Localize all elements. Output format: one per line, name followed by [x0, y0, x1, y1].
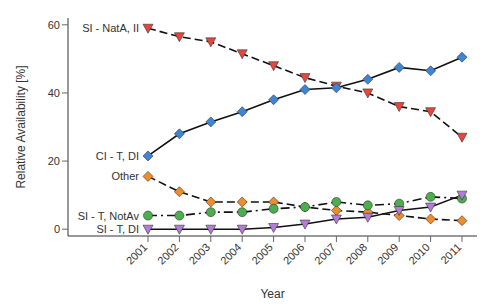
svg-text:20: 20 [48, 155, 60, 167]
svg-text:2005: 2005 [249, 241, 275, 267]
svg-text:0: 0 [54, 223, 60, 235]
svg-text:Relative Availability [%]: Relative Availability [%] [14, 65, 28, 188]
svg-text:2002: 2002 [155, 241, 181, 267]
svg-text:SI - NatA, II: SI - NatA, II [82, 22, 139, 34]
svg-text:40: 40 [48, 87, 60, 99]
svg-text:2008: 2008 [343, 241, 369, 267]
svg-text:2006: 2006 [281, 241, 307, 267]
svg-text:Year: Year [260, 287, 284, 298]
svg-text:CI - T, DI: CI - T, DI [96, 150, 139, 162]
svg-text:2007: 2007 [312, 241, 338, 267]
svg-text:SI - T, DI: SI - T, DI [96, 223, 139, 235]
svg-text:2001: 2001 [124, 241, 150, 267]
svg-text:2009: 2009 [375, 241, 401, 267]
svg-text:2004: 2004 [218, 241, 244, 267]
svg-text:2010: 2010 [406, 241, 432, 267]
svg-text:60: 60 [48, 19, 60, 31]
svg-text:SI - T, NotAv: SI - T, NotAv [78, 210, 140, 222]
svg-text:2011: 2011 [438, 241, 463, 266]
svg-text:Other: Other [111, 170, 139, 182]
svg-text:2003: 2003 [186, 241, 212, 267]
